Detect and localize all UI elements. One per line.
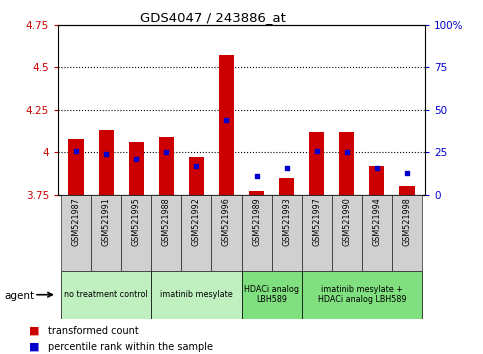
Bar (302, 271, 422, 319)
Text: GSM521997: GSM521997 (312, 197, 321, 246)
Text: GSM521998: GSM521998 (402, 197, 412, 246)
Point (313, 148, 321, 153)
Bar (399, 186, 414, 195)
Point (373, 165, 381, 170)
Bar (279, 178, 294, 195)
Bar (128, 142, 144, 195)
Text: GSM521993: GSM521993 (282, 197, 291, 246)
Bar (159, 137, 174, 195)
Text: imatinib mesylate +
HDACi analog LBH589: imatinib mesylate + HDACi analog LBH589 (318, 285, 406, 304)
Bar (151, 195, 181, 271)
Bar (212, 195, 242, 271)
Text: HDACi analog
LBH589: HDACi analog LBH589 (244, 285, 299, 304)
Text: GSM521992: GSM521992 (192, 197, 201, 246)
Point (223, 117, 230, 123)
Text: GSM521996: GSM521996 (222, 197, 231, 246)
Text: GSM521987: GSM521987 (71, 197, 81, 246)
Text: GSM521988: GSM521988 (162, 197, 171, 246)
Bar (121, 195, 151, 271)
Point (132, 156, 140, 162)
Point (403, 170, 411, 176)
Point (283, 165, 290, 170)
Text: GSM521995: GSM521995 (132, 197, 141, 246)
Bar (99, 130, 114, 195)
Bar (189, 157, 204, 195)
Text: GDS4047 / 243886_at: GDS4047 / 243886_at (140, 11, 285, 24)
Bar (91, 195, 121, 271)
Bar (362, 195, 392, 271)
Bar (309, 132, 324, 195)
Bar (69, 139, 84, 195)
Bar (242, 271, 302, 319)
Text: ■: ■ (29, 326, 40, 336)
Bar (61, 271, 151, 319)
Text: no treatment control: no treatment control (64, 290, 148, 299)
Bar (332, 195, 362, 271)
Bar (181, 195, 212, 271)
Bar (392, 195, 422, 271)
Bar (242, 195, 271, 271)
Point (162, 149, 170, 155)
Text: GSM521989: GSM521989 (252, 197, 261, 246)
Text: GSM521994: GSM521994 (372, 197, 382, 246)
Bar (61, 195, 91, 271)
Point (102, 151, 110, 157)
Text: GSM521991: GSM521991 (101, 197, 111, 246)
Point (72, 148, 80, 153)
Bar (302, 195, 332, 271)
Text: percentile rank within the sample: percentile rank within the sample (48, 342, 213, 352)
Bar (219, 55, 234, 195)
Text: imatinib mesylate: imatinib mesylate (160, 290, 233, 299)
Text: transformed count: transformed count (48, 326, 139, 336)
Bar (339, 132, 355, 195)
Text: agent: agent (5, 291, 35, 301)
Point (253, 173, 260, 179)
Bar (271, 195, 302, 271)
Bar (151, 271, 242, 319)
Point (343, 149, 351, 155)
Text: ■: ■ (29, 342, 40, 352)
Bar (249, 191, 264, 195)
Bar (369, 166, 384, 195)
Text: GSM521990: GSM521990 (342, 197, 351, 246)
Point (193, 163, 200, 169)
